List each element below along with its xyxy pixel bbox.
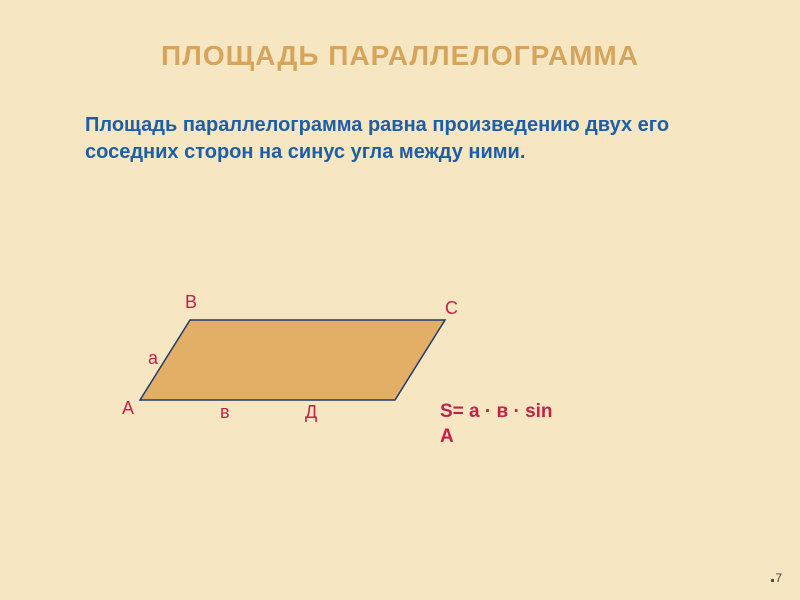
side-a: а	[148, 348, 158, 369]
page-number: .7	[770, 565, 782, 588]
area-formula: S= а · в · sin А	[440, 400, 553, 449]
vertex-C: С	[445, 298, 458, 319]
slide: ПЛОЩАДЬ ПАРАЛЛЕЛОГРАММА Площадь параллел…	[0, 0, 800, 600]
vertex-D: Д	[305, 402, 317, 423]
parallelogram-diagram: А В С Д а в	[110, 290, 490, 440]
theorem-text: Площадь параллелограмма равна произведен…	[0, 72, 800, 166]
formula-line-1: S= а · в · sin	[440, 401, 553, 422]
formula-line-2: А	[440, 426, 454, 447]
parallelogram-shape	[110, 290, 470, 430]
parallelogram-polygon	[140, 320, 445, 400]
page-num: 7	[775, 571, 782, 585]
slide-title: ПЛОЩАДЬ ПАРАЛЛЕЛОГРАММА	[0, 0, 800, 72]
side-b: в	[220, 402, 230, 423]
vertex-A: А	[122, 398, 134, 419]
vertex-B: В	[185, 292, 197, 313]
